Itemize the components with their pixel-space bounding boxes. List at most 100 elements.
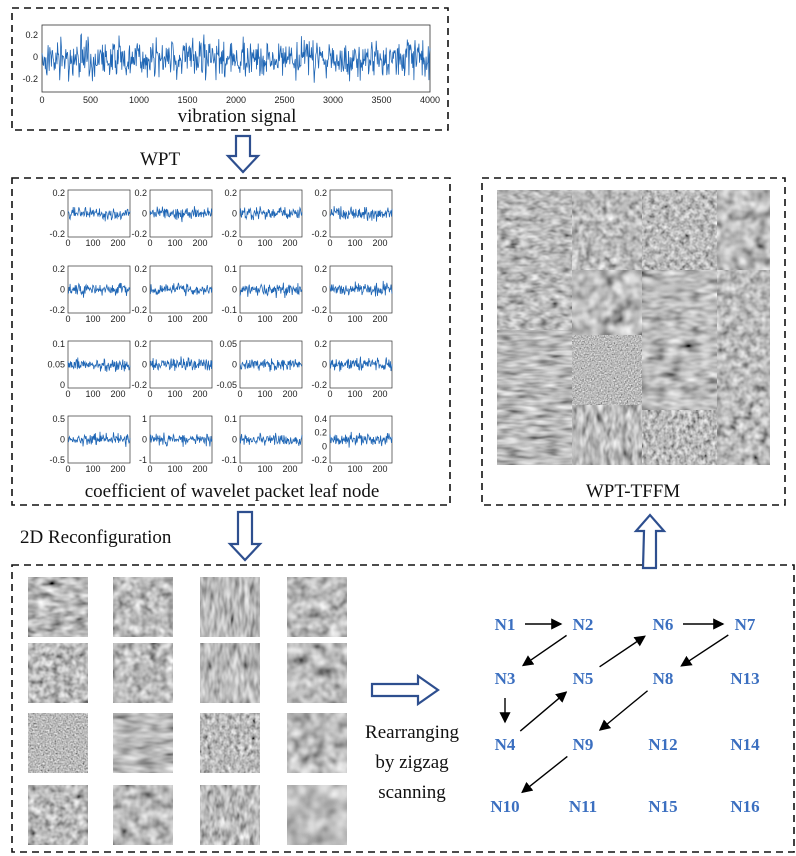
x-tick-label: 0 — [65, 464, 70, 474]
node-label: N5 — [573, 669, 594, 688]
y-tick-label: 0.1 — [224, 414, 237, 424]
x-tick-label: 200 — [372, 389, 387, 399]
x-tick-label: 0 — [147, 314, 152, 324]
coef-image — [113, 713, 173, 773]
x-tick-label: 100 — [347, 238, 362, 248]
x-tick-label: 0 — [237, 389, 242, 399]
tffm-region — [642, 190, 717, 270]
node-label: N12 — [648, 735, 677, 754]
x-tick-label: 2000 — [226, 95, 246, 105]
y-tick-label: 0.2 — [314, 339, 327, 349]
node-label: N3 — [495, 669, 516, 688]
x-tick-label: 200 — [110, 389, 125, 399]
y-tick-label: -0.2 — [131, 380, 147, 390]
caption: vibration signal — [178, 106, 297, 127]
x-tick-label: 200 — [282, 238, 297, 248]
y-tick-label: 0.1 — [224, 264, 237, 274]
x-tick-label: 100 — [167, 464, 182, 474]
x-tick-label: 100 — [257, 314, 272, 324]
y-tick-label: -0.05 — [216, 380, 237, 390]
flow-arrow — [372, 676, 438, 704]
x-tick-label: 100 — [167, 389, 182, 399]
x-tick-label: 200 — [192, 389, 207, 399]
coef-image — [113, 577, 173, 637]
y-tick-label: 0 — [322, 285, 327, 295]
x-tick-label: 2500 — [274, 95, 294, 105]
tffm-region — [642, 270, 717, 410]
diagram: 0.20-0.205001000150020002500300035004000… — [0, 0, 796, 856]
tffm-region — [717, 190, 770, 270]
coef-image — [200, 785, 260, 845]
y-tick-label: 0 — [322, 441, 327, 451]
node-label: N10 — [490, 797, 519, 816]
y-tick-label: -0.2 — [311, 229, 327, 239]
x-tick-label: 200 — [372, 464, 387, 474]
y-tick-label: -0.2 — [221, 229, 237, 239]
zigzag-arrow — [600, 636, 645, 667]
coef-image — [200, 643, 260, 703]
node-label: N6 — [653, 615, 674, 634]
node-label: N4 — [495, 735, 516, 754]
x-tick-label: 0 — [327, 464, 332, 474]
node-label: N11 — [569, 797, 597, 816]
node-label: N15 — [648, 797, 677, 816]
coef-image — [113, 643, 173, 703]
step-label: WPT — [140, 149, 181, 170]
y-tick-label: 0.2 — [25, 30, 38, 40]
x-tick-label: 3500 — [371, 95, 391, 105]
y-tick-label: 0 — [142, 360, 147, 370]
x-tick-label: 0 — [237, 464, 242, 474]
y-tick-label: 0 — [232, 435, 237, 445]
x-tick-label: 0 — [65, 314, 70, 324]
x-tick-label: 4000 — [420, 95, 440, 105]
node-label: N13 — [730, 669, 759, 688]
zigzag-arrow — [523, 635, 566, 665]
x-tick-label: 100 — [85, 314, 100, 324]
y-tick-label: -0.2 — [311, 380, 327, 390]
y-tick-label: -0.5 — [49, 455, 65, 465]
y-tick-label: 0.4 — [314, 414, 327, 424]
x-tick-label: 500 — [83, 95, 98, 105]
coef-image — [28, 643, 88, 703]
y-tick-label: 0.05 — [219, 339, 237, 349]
zigzag-arrow — [681, 635, 728, 666]
y-tick-label: -0.2 — [131, 305, 147, 315]
y-tick-label: -0.2 — [22, 74, 38, 84]
x-tick-label: 200 — [110, 464, 125, 474]
caption: WPT-TFFM — [586, 481, 680, 502]
node-label: N8 — [653, 669, 674, 688]
x-tick-label: 200 — [372, 238, 387, 248]
x-tick-label: 100 — [167, 314, 182, 324]
node-label: N7 — [735, 615, 756, 634]
step-label: 2D Reconfiguration — [20, 527, 172, 548]
y-tick-label: 0 — [232, 209, 237, 219]
x-tick-label: 100 — [257, 238, 272, 248]
node-label: N9 — [573, 735, 594, 754]
node-label: N2 — [573, 615, 594, 634]
coef-image — [28, 785, 88, 845]
flow-arrow — [636, 515, 664, 568]
y-tick-label: 0.2 — [52, 188, 65, 198]
y-tick-label: -0.1 — [221, 305, 237, 315]
x-tick-label: 0 — [39, 95, 44, 105]
tffm-region — [572, 335, 642, 405]
coef-image — [287, 643, 347, 703]
x-tick-label: 100 — [347, 464, 362, 474]
page: 0.20-0.205001000150020002500300035004000… — [0, 0, 796, 856]
y-tick-label: 0 — [60, 209, 65, 219]
y-tick-label: 0.2 — [314, 428, 327, 438]
y-tick-label: 0.5 — [52, 414, 65, 424]
x-tick-label: 0 — [147, 389, 152, 399]
y-tick-label: 0.2 — [224, 188, 237, 198]
node-label: N1 — [495, 615, 516, 634]
x-tick-label: 0 — [65, 238, 70, 248]
x-tick-label: 200 — [282, 389, 297, 399]
x-tick-label: 200 — [282, 464, 297, 474]
x-tick-label: 3000 — [323, 95, 343, 105]
x-tick-label: 1000 — [129, 95, 149, 105]
coef-image — [28, 713, 88, 773]
x-tick-label: 100 — [85, 464, 100, 474]
y-tick-label: 0 — [60, 435, 65, 445]
coef-image — [287, 577, 347, 637]
y-tick-label: 0 — [142, 435, 147, 445]
